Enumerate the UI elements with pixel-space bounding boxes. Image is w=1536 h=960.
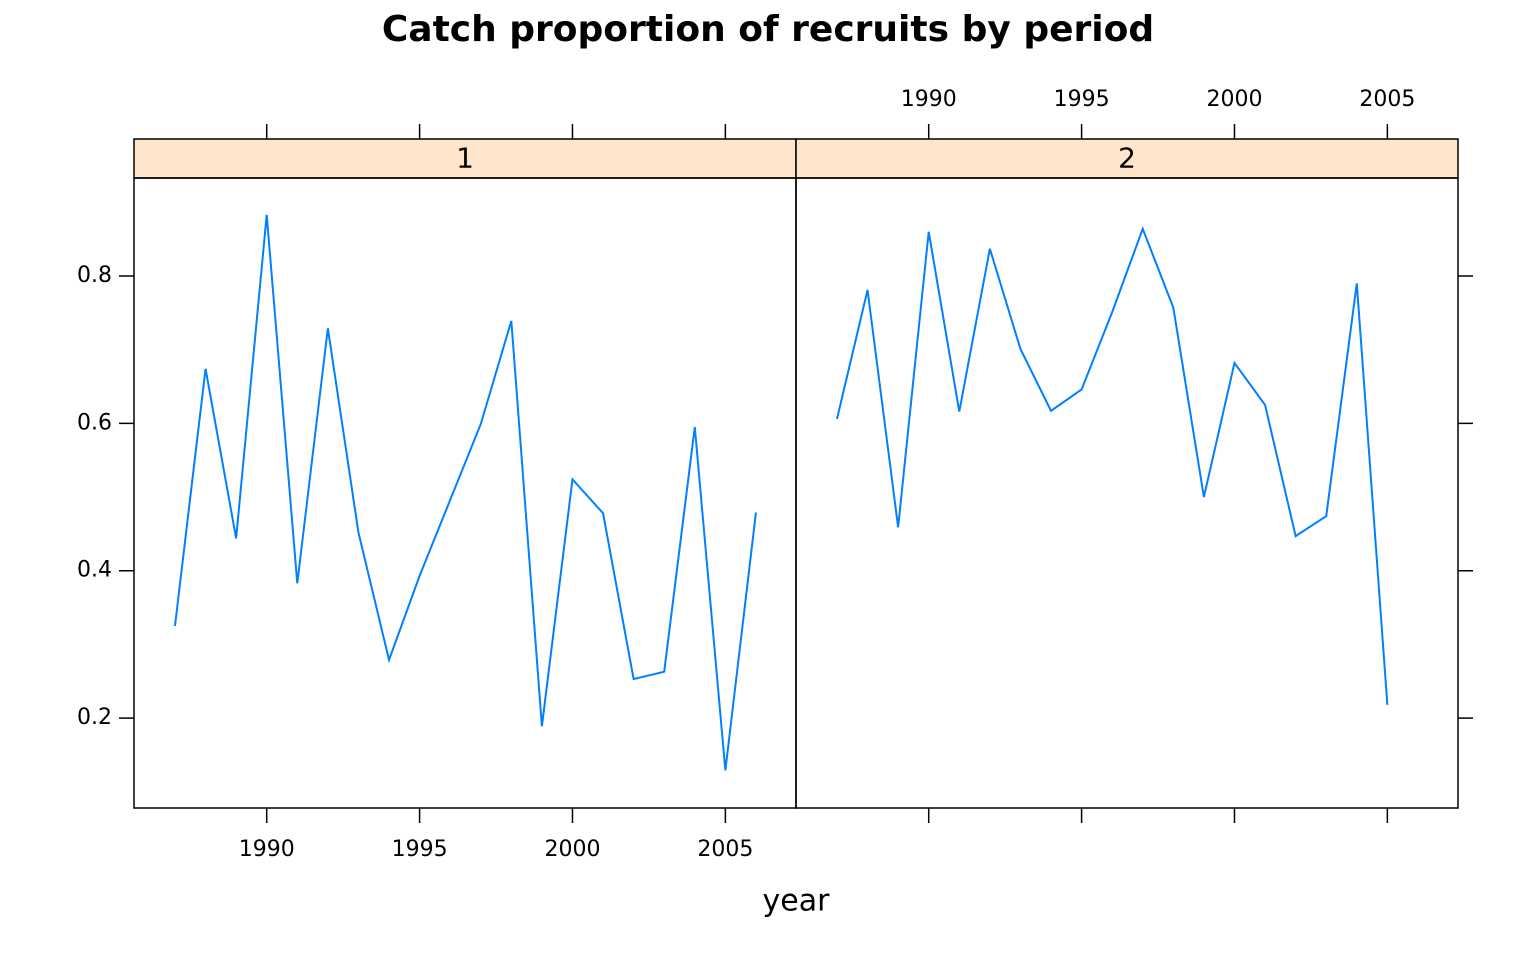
chart-title: Catch proportion of recruits by period — [382, 9, 1154, 50]
x-tick-label: 2000 — [1206, 87, 1262, 112]
x-tick-label: 1995 — [1054, 87, 1110, 112]
strip — [133, 138, 797, 179]
panel-frame — [133, 177, 797, 809]
x-tick-label: 2005 — [697, 837, 753, 862]
y-tick-label: 0.8 — [77, 263, 112, 288]
y-tick-label: 0.4 — [77, 558, 112, 583]
data-line — [173, 214, 757, 771]
x-tick-label: 2005 — [1359, 87, 1415, 112]
panel-frame — [795, 177, 1459, 809]
strip-label: 2 — [1118, 142, 1136, 175]
x-tick-label: 1990 — [239, 837, 295, 862]
x-tick-label: 2000 — [544, 837, 600, 862]
data-line — [836, 226, 1389, 705]
x-axis-label: year — [763, 884, 831, 919]
x-tick-label: 1995 — [392, 837, 448, 862]
x-tick-label: 1990 — [901, 87, 957, 112]
strip-label: 1 — [456, 142, 474, 175]
y-tick-label: 0.6 — [77, 410, 112, 435]
y-tick-label: 0.2 — [77, 705, 112, 730]
